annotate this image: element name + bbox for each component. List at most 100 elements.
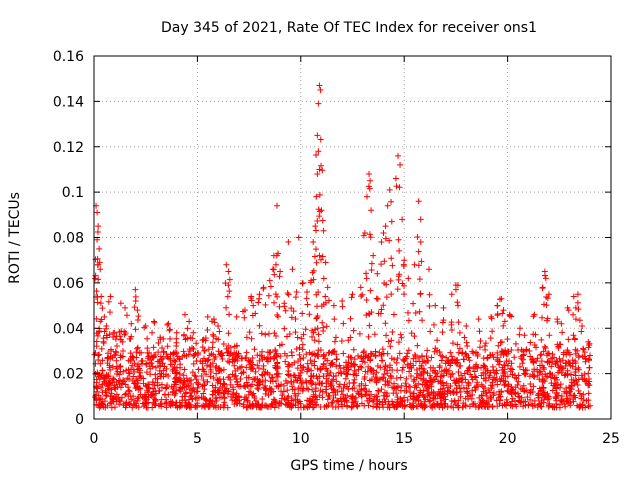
data-point — [349, 291, 356, 298]
data-point — [276, 273, 283, 280]
data-point — [487, 335, 494, 342]
data-point — [396, 401, 403, 408]
data-point — [540, 377, 547, 384]
data-point — [96, 401, 103, 408]
data-point — [505, 381, 512, 388]
data-point — [151, 382, 158, 389]
data-point — [394, 286, 401, 293]
data-point — [285, 239, 292, 246]
data-point — [237, 364, 244, 371]
data-point — [314, 217, 321, 224]
data-point — [316, 380, 323, 387]
data-point — [105, 373, 112, 380]
data-point — [425, 384, 432, 391]
data-point — [454, 359, 461, 366]
data-point — [545, 291, 552, 298]
data-point — [250, 302, 257, 309]
data-point — [355, 352, 362, 359]
data-point — [411, 384, 418, 391]
data-point — [315, 338, 322, 345]
data-point — [299, 379, 306, 386]
data-point — [226, 374, 233, 381]
data-point — [340, 350, 347, 357]
data-point — [271, 353, 278, 360]
data-point — [398, 334, 405, 341]
data-point — [255, 299, 262, 306]
data-point — [320, 328, 327, 335]
data-point — [149, 385, 156, 392]
data-point — [310, 276, 317, 283]
data-point — [526, 347, 533, 354]
data-point — [191, 351, 198, 358]
data-point — [309, 404, 316, 411]
data-point — [393, 390, 400, 397]
data-point — [243, 349, 250, 356]
data-point — [537, 368, 544, 375]
data-point — [332, 334, 339, 341]
data-point — [224, 358, 231, 365]
data-point — [298, 367, 305, 374]
data-point — [570, 398, 577, 405]
data-point — [396, 184, 403, 191]
data-point — [583, 397, 590, 404]
data-point — [403, 375, 410, 382]
data-point — [361, 359, 368, 366]
data-point — [554, 318, 561, 325]
data-point — [469, 401, 476, 408]
data-point — [539, 384, 546, 391]
data-point — [357, 284, 364, 291]
data-point — [385, 398, 392, 405]
data-point — [188, 387, 195, 394]
data-point — [315, 148, 322, 155]
data-point — [527, 396, 534, 403]
data-point — [380, 229, 387, 236]
data-point — [318, 256, 325, 263]
data-point — [525, 401, 532, 408]
x-axis-title: GPS time / hours — [290, 458, 407, 474]
data-point — [240, 369, 247, 376]
data-point — [363, 193, 370, 200]
data-point — [132, 286, 139, 293]
data-point — [143, 396, 150, 403]
data-point — [504, 336, 511, 343]
data-point — [131, 380, 138, 387]
data-point — [500, 322, 507, 329]
data-point — [204, 313, 211, 320]
data-point — [503, 358, 510, 365]
data-point — [215, 365, 222, 372]
data-point — [419, 352, 426, 359]
data-point — [202, 335, 209, 342]
data-points — [91, 82, 594, 411]
data-point — [361, 373, 368, 380]
data-point — [109, 396, 116, 403]
data-point — [183, 389, 190, 396]
data-point — [279, 392, 286, 399]
data-point — [262, 301, 269, 308]
data-point — [229, 384, 236, 391]
data-point — [531, 397, 538, 404]
data-point — [307, 279, 314, 286]
data-point — [432, 367, 439, 374]
data-point — [381, 366, 388, 373]
data-point — [225, 342, 232, 349]
data-point — [464, 389, 471, 396]
data-point — [99, 305, 106, 312]
data-point — [472, 387, 479, 394]
y-tick-label: 0.06 — [53, 276, 84, 292]
data-point — [122, 391, 129, 398]
data-point — [401, 257, 408, 264]
data-point — [382, 235, 389, 242]
data-point — [142, 322, 149, 329]
data-point — [578, 393, 585, 400]
data-point — [158, 373, 165, 380]
data-point — [496, 296, 503, 303]
data-point — [482, 370, 489, 377]
data-point — [407, 364, 414, 371]
data-point — [370, 252, 377, 259]
data-point — [498, 375, 505, 382]
data-point — [262, 390, 269, 397]
data-point — [451, 397, 458, 404]
data-point — [193, 357, 200, 364]
data-point — [190, 360, 197, 367]
data-point — [547, 355, 554, 362]
